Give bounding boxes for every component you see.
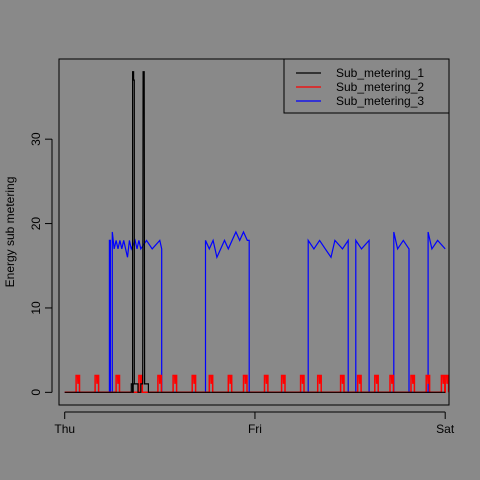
y-tick-label: 30 xyxy=(29,132,43,146)
y-axis-label: Energy sub metering xyxy=(3,177,17,288)
legend-label: Sub_metering_1 xyxy=(336,66,424,80)
y-tick-label: 0 xyxy=(29,389,43,396)
legend-label: Sub_metering_2 xyxy=(336,80,424,94)
y-tick-label: 20 xyxy=(29,217,43,231)
y-tick-label: 10 xyxy=(29,301,43,315)
legend-label: Sub_metering_3 xyxy=(336,94,424,108)
x-tick-label: Thu xyxy=(54,422,75,436)
x-tick-label: Sat xyxy=(436,422,455,436)
x-tick-label: Fri xyxy=(248,422,262,436)
